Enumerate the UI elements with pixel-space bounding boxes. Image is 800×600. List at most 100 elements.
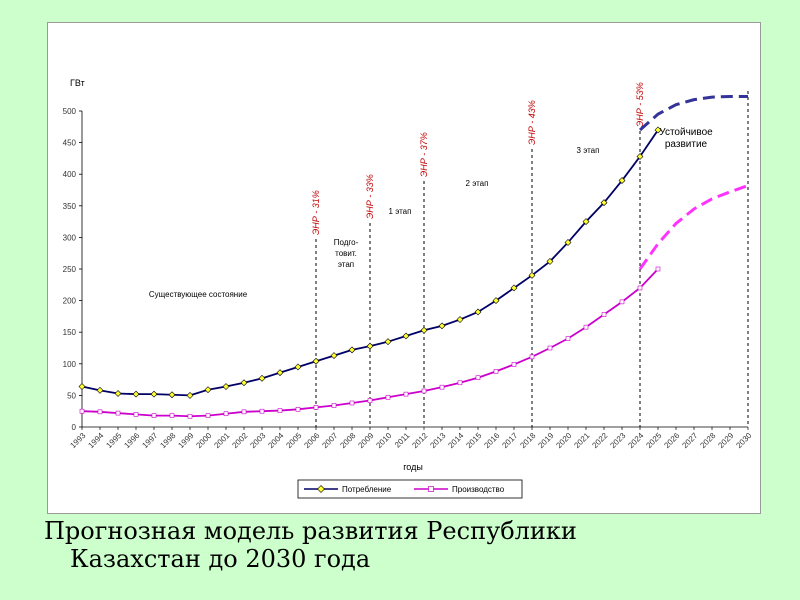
milestone-label: ЭНР - 53% (635, 82, 645, 127)
x-tick-label: 1997 (140, 431, 159, 450)
data-point-production (295, 407, 301, 412)
data-point-production (565, 336, 571, 341)
x-tick-label: 2007 (320, 431, 339, 450)
data-point-production (367, 398, 373, 403)
x-tick-label: 2029 (716, 431, 735, 450)
x-tick-label: 2014 (446, 431, 465, 450)
x-tick-label: 2025 (644, 431, 663, 450)
chart-panel: ГВт годы 0 50 100 150 200 250 300 350 400 450 500 … (47, 22, 761, 514)
y-tick-label: 150 (63, 328, 77, 337)
data-point-production (241, 409, 247, 415)
series-forecast-production (638, 184, 749, 270)
data-point-production (637, 285, 643, 291)
x-tick-label: 2009 (356, 431, 375, 450)
x-axis-label: годы (403, 462, 423, 472)
x-tick-label: 2016 (482, 431, 501, 450)
y-tick-label: 250 (63, 265, 77, 274)
data-point-production (403, 391, 409, 397)
data-point-consumption (654, 126, 662, 134)
x-tick-label: 2005 (284, 431, 303, 450)
data-point-production (79, 408, 85, 414)
data-point-consumption (384, 338, 392, 346)
x-tick-label: 2006 (302, 431, 321, 450)
data-point-production (439, 384, 445, 390)
data-point-production (547, 345, 553, 351)
data-point-consumption (222, 383, 230, 390)
forecast-line-chart: ГВт годы 050100150200250300350400450500 … (63, 78, 754, 499)
data-point-production (349, 400, 355, 406)
x-tick-label: 2010 (374, 431, 393, 450)
phase-label-line: развитие (665, 139, 708, 150)
data-point-production (331, 403, 337, 408)
data-point-consumption (528, 271, 536, 279)
data-point-production (169, 413, 175, 418)
data-point-production (187, 413, 193, 419)
legend-label-production: Производство (452, 485, 505, 494)
x-tick-label: 2011 (393, 431, 412, 450)
series-forecast-consumption (639, 94, 748, 132)
data-point-production (277, 408, 283, 413)
milestone-label: ЭНР - 31% (311, 190, 321, 235)
phase-label-line: 2 этап (466, 179, 489, 188)
data-point-consumption (636, 153, 644, 160)
phase-label: 1 этап (389, 207, 412, 216)
phase-label-line: этап (338, 260, 354, 269)
phase-labels: Существующее состояние Подго-товит. этап 1 … (149, 127, 713, 299)
phase-label-line: товит. (335, 249, 357, 258)
data-point-consumption (402, 332, 410, 340)
slide-title: Прогнозная модель развития Республики Ка… (44, 517, 577, 573)
data-point-consumption (564, 239, 572, 246)
series-layer (78, 94, 749, 419)
phase-label-line: 1 этап (389, 207, 412, 216)
data-point-production (655, 266, 661, 272)
phase-label: Существующее состояние (149, 290, 248, 299)
legend-box (297, 479, 523, 499)
data-point-production (151, 413, 157, 418)
phase-label-line: Существующее состояние (149, 290, 248, 299)
legend: Потребление Производство (297, 479, 523, 499)
legend-label-consumption: Потребление (342, 485, 392, 494)
x-tick-label: 2015 (464, 431, 483, 450)
x-tick-label: 1993 (68, 431, 87, 450)
data-point-production (457, 380, 463, 386)
phase-label: Устойчивое развитие (659, 127, 713, 150)
data-point-consumption (492, 297, 500, 305)
x-tick-label: 2026 (662, 431, 681, 450)
phase-label-line: 3 этап (577, 146, 600, 155)
x-tick-label: 2020 (554, 431, 573, 450)
x-tick-label: 2003 (248, 431, 267, 450)
phase-label: 3 этап (577, 146, 600, 155)
data-point-consumption (312, 357, 320, 365)
y-tick-label: 500 (63, 107, 77, 116)
data-point-consumption (600, 199, 608, 207)
data-point-production (385, 394, 391, 400)
x-axis-ticks: 1993 1994 1995 1996 1997 1998 1999 2000 2001 2002… (68, 427, 754, 450)
x-tick-label: 2018 (518, 431, 537, 450)
legend-marker-consumption (317, 485, 325, 493)
data-point-consumption (546, 257, 554, 265)
milestone-label: ЭНР - 43% (527, 100, 537, 145)
data-point-consumption (330, 352, 338, 360)
y-tick-label: 50 (67, 391, 76, 400)
x-tick-label: 2017 (500, 431, 519, 450)
legend-marker-production (428, 486, 434, 492)
x-tick-label: 1994 (86, 431, 105, 450)
y-tick-label: 300 (63, 233, 77, 242)
data-point-production (223, 411, 229, 417)
data-point-consumption (294, 363, 302, 371)
milestone-label: ЭНР - 33% (365, 174, 375, 219)
data-point-consumption (258, 374, 266, 382)
data-point-consumption (96, 386, 104, 394)
x-tick-label: 1999 (176, 431, 195, 450)
data-point-consumption (348, 346, 356, 354)
x-tick-label: 2023 (608, 431, 627, 450)
x-tick-label: 1998 (158, 431, 177, 450)
y-tick-label: 400 (63, 170, 77, 179)
axes (81, 111, 748, 428)
x-tick-label: 2012 (410, 431, 429, 450)
data-point-consumption (618, 177, 626, 184)
data-point-consumption (276, 369, 284, 377)
data-point-production (493, 369, 499, 374)
data-point-consumption (474, 308, 482, 316)
phase-label-line: Устойчивое (659, 127, 713, 138)
